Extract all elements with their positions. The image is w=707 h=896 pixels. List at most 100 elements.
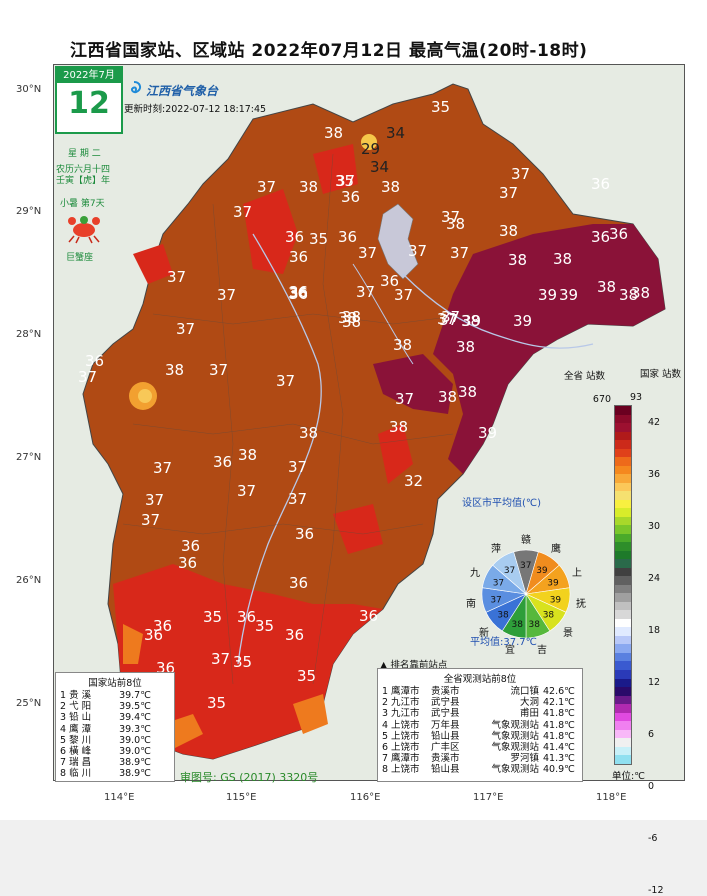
colorbar-step (615, 482, 631, 492)
lon-label: 117°E (473, 792, 504, 803)
station-value: 35 (255, 617, 274, 635)
lunar-year: 壬寅【虎】年 (56, 176, 111, 186)
station-value: 37 (394, 286, 413, 304)
station-value: 36 (289, 285, 308, 303)
station-value: 36 (380, 272, 399, 290)
all-station-count: 670 (592, 394, 612, 405)
rose-sector-value: 37 (493, 579, 504, 589)
colorbar-tick: 30 (648, 521, 661, 532)
station-value: 38 (499, 222, 518, 240)
station-value: 37 (395, 390, 414, 408)
station-value: 37 (408, 242, 427, 260)
colorbar-step (615, 440, 631, 449)
national-top8-title: 国家站前8位 (88, 678, 142, 689)
rank: 3 (382, 708, 389, 720)
province-top8-box: 全省观测站前8位 1 鹰潭市 贵溪市 流口镇 42.6℃ 2 九江市 武宁县 大洞 42.1℃ 3 九… (377, 668, 583, 782)
city: 九江市 (391, 708, 420, 720)
station-value: 36 (285, 228, 304, 246)
station-value: 35 (335, 172, 354, 190)
city-average-title: 设区市平均值(℃) (462, 498, 542, 509)
station-value: 37 (153, 459, 172, 477)
solar-term: 小暑 第7天 (60, 199, 105, 209)
colorbar-step (615, 576, 631, 585)
station-name: 黎 川 (69, 734, 92, 746)
station: 气象观测站 (491, 764, 539, 776)
rank: 5 (60, 734, 67, 746)
station-value: 38 (456, 338, 475, 356)
rose-sector-value: 38 (543, 611, 555, 621)
station-value: 37 (217, 286, 236, 304)
city: 上饶市 (391, 719, 420, 731)
lon-label: 118°E (596, 792, 627, 803)
province-rank-row: 7 鹰潭市 贵溪市 罗河镇 41.3℃ (382, 753, 582, 764)
colorbar-step (615, 431, 631, 441)
temperature-colorbar (614, 405, 632, 765)
colorbar-tick: 24 (648, 573, 661, 584)
station: 大洞 (519, 697, 539, 709)
rose-sector-name: 吉 (537, 645, 547, 656)
colorbar-step (615, 669, 631, 679)
station-name: 贵 溪 (69, 690, 92, 701)
colorbar-tick: 36 (648, 469, 661, 480)
colorbar-step (615, 729, 631, 739)
station-value: 38 (342, 308, 361, 326)
national-station-label: 国家 站数 (640, 369, 682, 380)
station-value: 38 (299, 178, 318, 196)
rose-sector-name: 抚 (576, 599, 586, 610)
station-value: 37 (441, 308, 460, 326)
city: 九江市 (391, 697, 420, 709)
east-hot-zone (433, 224, 665, 474)
swirl-logo-icon (130, 81, 142, 94)
rose-sector-value: 37 (520, 561, 531, 571)
date-card: 2022年7月 12 (55, 66, 123, 134)
province-rank-row: 4 上饶市 万年县 气象观测站 41.8℃ (382, 720, 582, 731)
station-value: 38 (461, 312, 480, 330)
colorbar-tick: -6 (648, 833, 658, 844)
rose-sector-name: 萍 (491, 544, 501, 555)
rank: 4 (60, 723, 67, 735)
colorbar-step (615, 635, 631, 645)
all-station-label: 全省 站数 (564, 371, 606, 382)
station-value: 36 (178, 554, 197, 572)
rose-sector-name: 鹰 (551, 544, 561, 555)
national-rank-row: 6 橫 峰 39.0℃ (60, 746, 174, 757)
colorbar-step (615, 644, 631, 653)
station-value: 36 (338, 228, 357, 246)
lat-label: 25°N (16, 698, 42, 709)
station-value: 35 (207, 694, 226, 712)
weekday: 星 期 二 (68, 149, 101, 159)
station-value: 36 (289, 574, 308, 592)
rank: 8 (60, 768, 67, 780)
station-temp: 39.7℃ (119, 690, 151, 701)
colorbar-step (615, 661, 631, 670)
county: 贵溪市 (431, 686, 460, 697)
province-rank-row: 2 九江市 武宁县 大洞 42.1℃ (382, 697, 582, 708)
colorbar-step (615, 678, 631, 688)
date-card-day: 12 (68, 86, 110, 121)
city: 上饶市 (391, 764, 420, 776)
county: 广丰区 (431, 741, 460, 753)
city: 上饶市 (391, 730, 420, 742)
lat-label: 30°N (16, 84, 42, 95)
station-temp: 41.8℃ (543, 708, 575, 720)
colorbar-tick: 6 (648, 729, 655, 740)
station-value: 32 (404, 472, 423, 490)
rank: 1 (60, 690, 67, 701)
station-value: 36 (359, 607, 378, 625)
station-value: 37 (450, 244, 469, 262)
station-temp: 42.6℃ (543, 686, 575, 697)
station-value: 36 (609, 225, 628, 243)
poyang-lake (377, 203, 419, 280)
national-rank-row: 4 鹰 潭 39.3℃ (60, 724, 174, 735)
colorbar-step (615, 618, 631, 628)
rose-sector-value: 39 (550, 595, 562, 605)
station-temp: 39.0℃ (119, 745, 151, 757)
lon-label: 116°E (350, 792, 381, 803)
station-temp: 41.8℃ (543, 730, 575, 742)
station-value: 38 (338, 309, 357, 327)
rank: 7 (60, 757, 67, 769)
station-value: 38 (619, 286, 638, 304)
lat-label: 29°N (16, 206, 42, 217)
